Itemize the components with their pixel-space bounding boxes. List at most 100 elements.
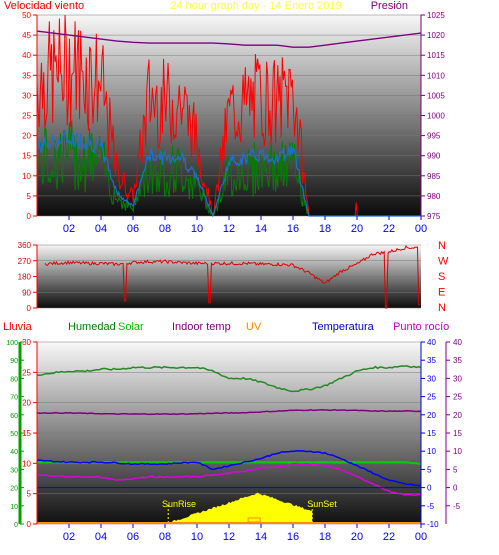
legend-temperature: Temperatura	[312, 321, 375, 333]
sunset-label: SunSet	[307, 499, 337, 509]
direction-tick-label: 360	[18, 241, 32, 250]
outer-tick-label: 0	[453, 484, 458, 493]
outer-tick-label: -5	[453, 502, 461, 511]
direction-tick-label: 270	[18, 257, 32, 266]
dewpoint-series	[36, 462, 422, 496]
compass-letter: W	[438, 256, 449, 268]
x-tick-label: 18	[319, 223, 331, 235]
x-tick-label: 06	[127, 531, 139, 543]
wind-tick-label: 0	[27, 212, 32, 221]
direction-tick-label: 0	[27, 304, 32, 313]
outer-tick-label: 30	[453, 374, 462, 383]
pressure-tick-label: 980	[427, 192, 441, 201]
rain-tick-label: 70	[10, 395, 18, 402]
pressure-tick-label: 995	[427, 132, 441, 141]
left-tick-label: 0	[27, 520, 32, 529]
left-tick-label: 25	[22, 368, 31, 377]
pressure-tick-label: 1000	[427, 112, 445, 121]
x-tick-label: 18	[319, 531, 331, 543]
wind-tick-label: 15	[22, 152, 31, 161]
outer-tick-label: 5	[453, 465, 458, 474]
wind-tick-label: 20	[22, 132, 31, 141]
rain-tick-label: 20	[10, 486, 18, 493]
wind-direction-series	[44, 245, 421, 309]
x-tick-label: 00	[415, 531, 427, 543]
indoor-temp-series	[36, 408, 422, 416]
x-tick-label: 00	[415, 223, 427, 235]
pressure-tick-label: 1025	[427, 11, 445, 20]
temp-tick-label: -5	[427, 502, 435, 511]
x-axis-panel1: 02 04 06 08 10 12 14 16 18 20 22 00	[63, 216, 427, 235]
solar-radiation-area	[168, 492, 313, 524]
left-tick-label: 5	[27, 490, 32, 499]
pressure-tick-label: 985	[427, 172, 441, 181]
uv-marker	[247, 517, 261, 523]
x-tick-label: 10	[191, 531, 203, 543]
rain-tick-label: 60	[10, 413, 18, 420]
direction-axis: 0 90 180 270 360	[18, 241, 38, 313]
left-tick-label: 15	[22, 429, 31, 438]
x-tick-label: 02	[63, 531, 75, 543]
temp-tick-label: 15	[427, 429, 436, 438]
outer-tick-label: 10	[453, 447, 462, 456]
pressure-axis: 975 980 985 990 995 1000 1005 1010 1015 1020 1025	[420, 11, 445, 221]
x-tick-label: 04	[95, 223, 107, 235]
solar-area	[37, 492, 421, 524]
compass-letter: N	[438, 240, 446, 252]
temp-tick-label: 10	[427, 447, 436, 456]
wind-speed-label: Velocidad viento	[4, 0, 84, 12]
temp-tick-label: 5	[427, 465, 432, 474]
pressure-tick-label: 1005	[427, 91, 445, 100]
rain-tick-label: 100	[6, 340, 18, 347]
x-tick-label: 20	[351, 531, 363, 543]
x-tick-label: 10	[191, 223, 203, 235]
humidity-series	[36, 365, 422, 393]
temp-tick-label: 20	[427, 411, 436, 420]
legend-uv: UV	[246, 321, 262, 333]
temperature-series	[36, 449, 421, 487]
wind-tick-label: 35	[22, 71, 31, 80]
wind-average-series	[36, 129, 421, 218]
x-tick-label: 12	[223, 223, 235, 235]
direction-tick-label: 90	[22, 288, 31, 297]
temp-tick-label: 35	[427, 356, 436, 365]
rain-tick-label: 50	[10, 431, 18, 438]
legend-indoor: Indoor temp	[172, 321, 231, 333]
temp-tick-label: 40	[427, 338, 436, 347]
rain-tick-label: 30	[10, 467, 18, 474]
wind-tick-label: 40	[22, 51, 31, 60]
temp-tick-label: 0	[427, 484, 432, 493]
pressure-tick-label: 990	[427, 152, 441, 161]
outer-tick-label: 35	[453, 356, 462, 365]
x-tick-label: 08	[159, 531, 171, 543]
wind-tick-label: 10	[22, 172, 31, 181]
x-tick-label: 14	[255, 531, 267, 543]
pressure-series	[36, 30, 422, 48]
temp-tick-label: 25	[427, 393, 436, 402]
wind-tick-label: 30	[22, 91, 31, 100]
outer-tick-label: 25	[453, 393, 462, 402]
x-tick-label: 12	[223, 531, 235, 543]
pressure-tick-label: 1015	[427, 51, 445, 60]
wind-tick-label: 45	[22, 31, 31, 40]
legend-rain: Lluvia	[3, 321, 33, 333]
x-tick-label: 06	[127, 223, 139, 235]
pressure-tick-label: 975	[427, 212, 441, 221]
pressure-tick-label: 1010	[427, 71, 445, 80]
left-tick-label: 10	[22, 459, 31, 468]
x-tick-label: 20	[351, 223, 363, 235]
temp-tick-label: -10	[427, 520, 439, 529]
wind-gust-series	[36, 14, 421, 218]
outer-tick-label: 40	[453, 338, 462, 347]
legend-humidity: Humedad	[68, 321, 116, 333]
rain-tick-label: 90	[10, 358, 18, 365]
temp-tick-label: 30	[427, 374, 436, 383]
humidity-axis: 0 5 10 15 20 25 30	[22, 338, 38, 529]
rain-tick-label: 40	[10, 449, 18, 456]
x-tick-label: 14	[255, 223, 267, 235]
left-tick-label: 20	[22, 399, 31, 408]
x-tick-label: 22	[383, 223, 395, 235]
outer-tick-label: 15	[453, 429, 462, 438]
x-tick-label: 02	[63, 223, 75, 235]
